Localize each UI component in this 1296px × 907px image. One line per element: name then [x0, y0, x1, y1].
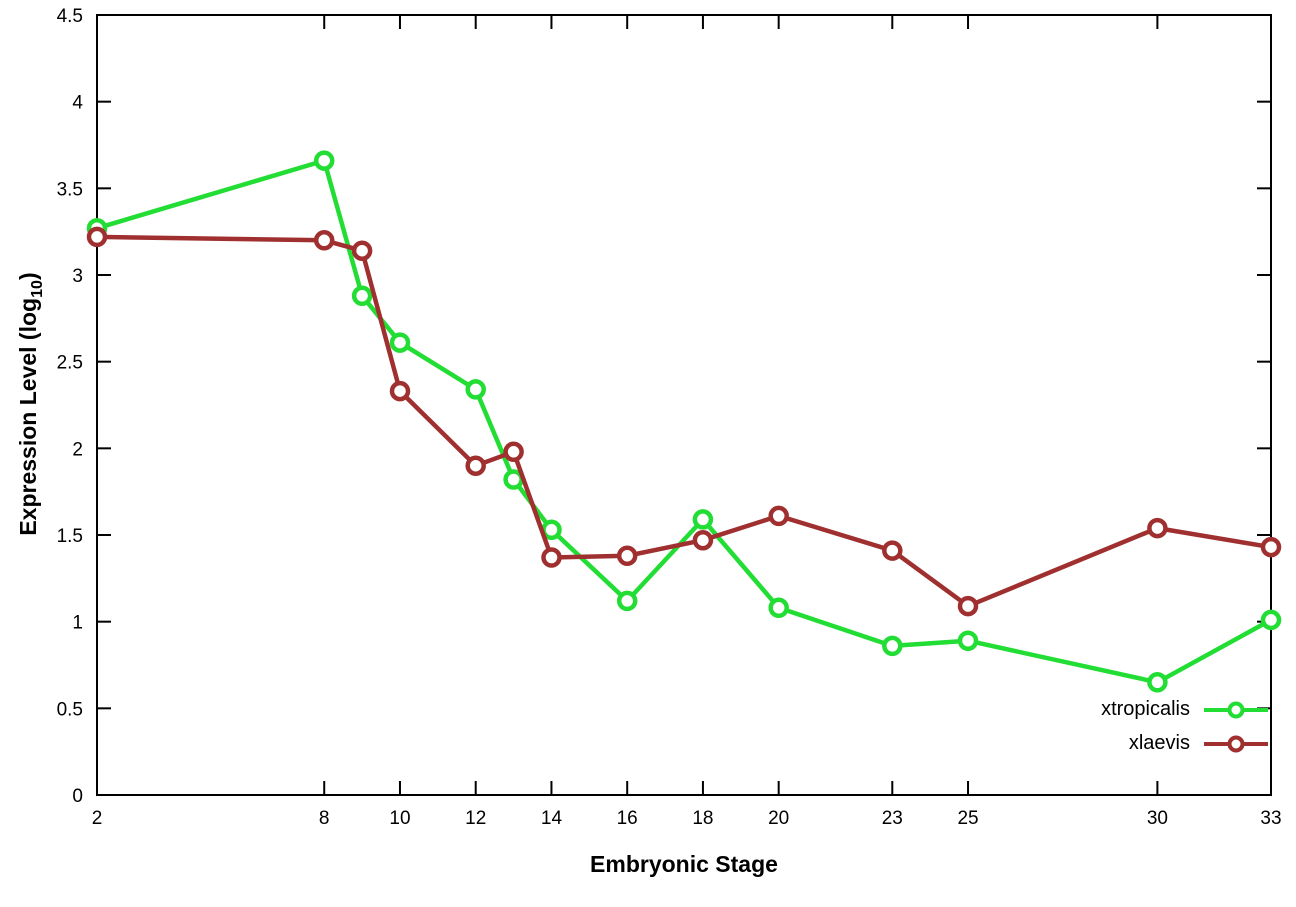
legend: xtropicalis xlaevis: [1101, 698, 1268, 755]
y-tick-label: 1: [72, 613, 83, 634]
x-tick-label: 10: [389, 808, 410, 829]
x-tick-label: 14: [541, 808, 563, 829]
data-point-xtropicalis: [882, 635, 903, 657]
x-tick-label: 23: [882, 808, 903, 829]
data-point-xtropicalis: [616, 590, 638, 612]
data-point-xlaevis: [313, 230, 335, 251]
data-point-xtropicalis: [313, 150, 335, 171]
y-tick-label: 3.5: [57, 179, 83, 200]
legend-label-xtropicalis: xtropicalis: [1101, 698, 1190, 720]
legend-label-xlaevis: xlaevis: [1128, 732, 1190, 754]
y-tick-label: 4: [72, 93, 83, 114]
legend-marker-circle-icon: [1227, 735, 1245, 752]
y-tick-label: 1.5: [57, 526, 83, 547]
data-point-xtropicalis: [351, 285, 373, 307]
x-tick-label: 18: [692, 808, 713, 829]
y-tick-label: 2.5: [57, 353, 83, 374]
legend-sample-xlaevis: [1204, 735, 1268, 753]
data-point-xlaevis: [351, 240, 373, 261]
data-point-xlaevis: [957, 595, 979, 617]
y-tick-label: 2: [72, 439, 83, 460]
x-tick-label: 33: [1260, 808, 1281, 829]
y-axis-label-subscript: 10: [27, 280, 46, 298]
legend-marker-circle-icon: [1227, 701, 1245, 718]
data-point-xlaevis: [503, 441, 524, 463]
x-tick-label: 30: [1147, 808, 1168, 829]
data-point-xlaevis: [541, 547, 562, 568]
legend-item-xtropicalis: xtropicalis: [1101, 698, 1268, 721]
y-tick-label: 0: [72, 786, 83, 807]
data-point-xtropicalis: [1260, 609, 1282, 631]
data-point-xlaevis: [616, 545, 638, 567]
y-tick-label: 3: [72, 266, 83, 287]
data-point-xlaevis: [768, 505, 789, 527]
data-point-xtropicalis: [957, 630, 979, 651]
data-point-xlaevis: [86, 226, 108, 248]
x-axis-label: Embryonic Stage: [590, 851, 778, 878]
data-point-xlaevis: [1260, 536, 1282, 558]
x-axis-label-text: Embryonic Stage: [590, 851, 778, 877]
y-tick-label: 4.5: [57, 6, 83, 27]
data-point-xlaevis: [389, 380, 411, 402]
data-point-xtropicalis: [389, 332, 411, 353]
legend-item-xlaevis: xlaevis: [1101, 732, 1268, 755]
y-axis-label: Expression Level (log10): [15, 272, 47, 535]
data-point-xtropicalis: [1147, 672, 1168, 693]
x-tick-label: 8: [319, 808, 330, 829]
series-line-xlaevis: [94, 234, 1274, 609]
data-point-xtropicalis: [465, 379, 486, 400]
x-tick-label: 20: [768, 808, 789, 829]
plot-border: [96, 14, 1272, 796]
y-axis-label-text: Expression Level (log: [15, 297, 42, 536]
x-tick-label: 2: [92, 808, 103, 829]
data-point-xlaevis: [692, 529, 714, 551]
x-tick-label: 25: [957, 808, 978, 829]
legend-sample-xtropicalis: [1204, 701, 1268, 719]
x-tick-label: 16: [617, 808, 638, 829]
data-point-xtropicalis: [692, 509, 714, 530]
data-point-xlaevis: [1147, 517, 1168, 539]
y-tick-label: 0.5: [57, 699, 83, 720]
data-point-xlaevis: [465, 455, 486, 476]
data-point-xlaevis: [882, 540, 903, 561]
x-tick-label: 12: [465, 808, 486, 829]
data-point-xtropicalis: [768, 597, 789, 619]
y-axis-label-suffix: ): [15, 272, 42, 281]
